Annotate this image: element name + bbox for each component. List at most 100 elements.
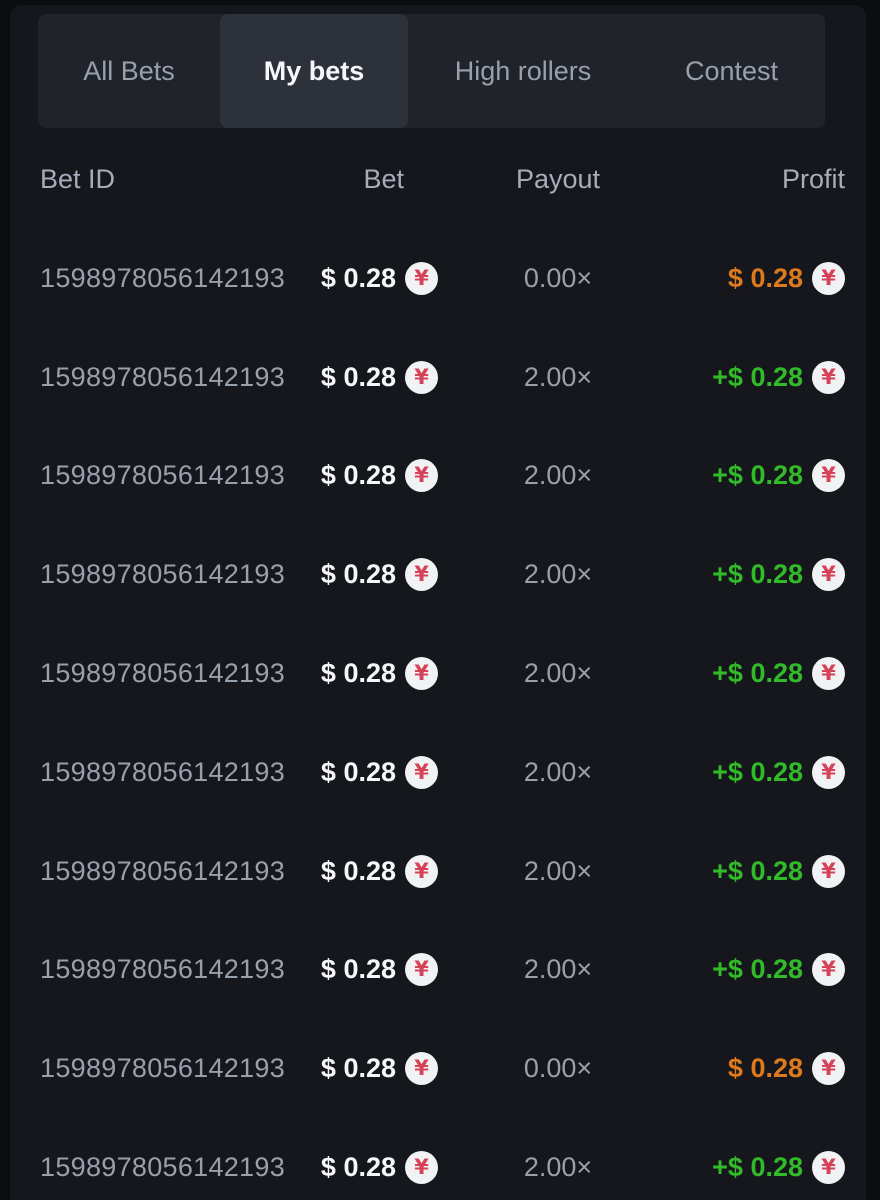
bet-row[interactable]: 1598978056142193 $ 0.28 ¥ 2.00× +$ 0.28 …: [40, 427, 845, 526]
yen-coin-icon: ¥: [405, 360, 438, 394]
bet-row[interactable]: 1598978056142193 $ 0.28 ¥ 2.00× +$ 0.28 …: [40, 921, 845, 1020]
yen-coin-icon: ¥: [812, 261, 845, 295]
bet-amount-value: $ 0.28: [320, 658, 396, 689]
bet-row[interactable]: 1598978056142193 $ 0.28 ¥ 2.00× +$ 0.28 …: [40, 624, 845, 723]
bets-table: Bet ID Bet Payout Profit 159897805614219…: [40, 5, 845, 1200]
yen-symbol: ¥: [821, 759, 836, 784]
payout-cell: 2.00×: [523, 559, 593, 590]
bets-panel: All Bets My bets High rollers Contest Be…: [10, 5, 866, 1200]
yen-symbol: ¥: [821, 265, 836, 290]
yen-symbol: ¥: [821, 1155, 836, 1180]
yen-coin-icon: ¥: [405, 261, 438, 295]
profit-cell: +$ 0.28 ¥: [712, 921, 845, 1020]
payout-cell: 2.00×: [523, 1152, 593, 1183]
bet-row[interactable]: 1598978056142193 $ 0.28 ¥ 2.00× +$ 0.28 …: [40, 822, 845, 921]
bet-id-cell: 1598978056142193: [40, 954, 286, 985]
bet-amount-cell: $ 0.28 ¥: [321, 525, 438, 624]
yen-symbol: ¥: [414, 562, 429, 587]
header-bet-id: Bet ID: [40, 163, 116, 194]
bet-id-cell: 1598978056142193: [40, 460, 286, 491]
tab-high-rollers[interactable]: High rollers: [408, 14, 638, 128]
bet-amount-cell: $ 0.28 ¥: [321, 822, 438, 921]
profit-cell: +$ 0.28 ¥: [712, 624, 845, 723]
yen-symbol: ¥: [414, 265, 429, 290]
bet-amount-cell: $ 0.28 ¥: [321, 328, 438, 427]
table-header-row: Bet ID Bet Payout Profit: [40, 152, 845, 206]
profit-value: +$ 0.28: [712, 460, 803, 491]
bet-amount-value: $ 0.28: [320, 262, 396, 293]
profit-cell: $ 0.28 ¥: [728, 1019, 845, 1118]
yen-coin-icon: ¥: [812, 854, 845, 888]
yen-coin-icon: ¥: [812, 1052, 845, 1086]
profit-cell: +$ 0.28 ¥: [712, 427, 845, 526]
payout-cell: 2.00×: [523, 855, 593, 886]
table-body: 1598978056142193 $ 0.28 ¥ 0.00× $ 0.28 ¥…: [40, 229, 845, 1200]
bet-amount-cell: $ 0.28 ¥: [321, 1118, 438, 1200]
payout-cell: 2.00×: [523, 460, 593, 491]
bet-amount-cell: $ 0.28 ¥: [321, 1019, 438, 1118]
payout-cell: 0.00×: [523, 262, 593, 293]
bet-row[interactable]: 1598978056142193 $ 0.28 ¥ 0.00× $ 0.28 ¥: [40, 229, 845, 328]
yen-coin-icon: ¥: [405, 1151, 438, 1185]
yen-symbol: ¥: [414, 759, 429, 784]
bet-amount-value: $ 0.28: [320, 1152, 396, 1183]
bet-id-cell: 1598978056142193: [40, 855, 286, 886]
header-profit: Profit: [781, 163, 845, 194]
bet-row[interactable]: 1598978056142193 $ 0.28 ¥ 0.00× $ 0.28 ¥: [40, 1019, 845, 1118]
yen-coin-icon: ¥: [405, 657, 438, 691]
bet-row[interactable]: 1598978056142193 $ 0.28 ¥ 2.00× +$ 0.28 …: [40, 328, 845, 427]
bet-amount-value: $ 0.28: [320, 855, 396, 886]
profit-cell: +$ 0.28 ¥: [712, 822, 845, 921]
yen-coin-icon: ¥: [812, 953, 845, 987]
tab-my-bets[interactable]: My bets: [220, 14, 408, 128]
bet-amount-value: $ 0.28: [320, 460, 396, 491]
yen-coin-icon: ¥: [812, 459, 845, 493]
yen-symbol: ¥: [414, 661, 429, 686]
yen-coin-icon: ¥: [405, 755, 438, 789]
yen-symbol: ¥: [414, 858, 429, 883]
bet-amount-cell: $ 0.28 ¥: [321, 921, 438, 1020]
payout-cell: 2.00×: [523, 658, 593, 689]
bet-amount-cell: $ 0.28 ¥: [321, 427, 438, 526]
header-payout: Payout: [515, 163, 601, 194]
profit-cell: +$ 0.28 ¥: [712, 328, 845, 427]
bet-amount-value: $ 0.28: [320, 559, 396, 590]
profit-value: +$ 0.28: [712, 1152, 803, 1183]
bet-id-cell: 1598978056142193: [40, 756, 286, 787]
profit-value: +$ 0.28: [712, 954, 803, 985]
bet-amount-value: $ 0.28: [320, 361, 396, 392]
bet-id-cell: 1598978056142193: [40, 559, 286, 590]
profit-value: +$ 0.28: [712, 756, 803, 787]
payout-cell: 2.00×: [523, 954, 593, 985]
yen-symbol: ¥: [821, 957, 836, 982]
bet-amount-value: $ 0.28: [320, 756, 396, 787]
yen-coin-icon: ¥: [405, 459, 438, 493]
bet-row[interactable]: 1598978056142193 $ 0.28 ¥ 2.00× +$ 0.28 …: [40, 1118, 845, 1200]
bet-row[interactable]: 1598978056142193 $ 0.28 ¥ 2.00× +$ 0.28 …: [40, 723, 845, 822]
profit-cell: +$ 0.28 ¥: [712, 723, 845, 822]
yen-symbol: ¥: [414, 364, 429, 389]
bet-id-cell: 1598978056142193: [40, 1152, 286, 1183]
tab-label: Contest: [684, 55, 779, 86]
profit-value: $ 0.28: [727, 262, 803, 293]
yen-symbol: ¥: [821, 1056, 836, 1081]
profit-value: +$ 0.28: [712, 658, 803, 689]
bet-id-cell: 1598978056142193: [40, 262, 286, 293]
header-bet: Bet: [363, 163, 404, 194]
profit-value: +$ 0.28: [712, 855, 803, 886]
bet-id-cell: 1598978056142193: [40, 361, 286, 392]
tab-label: All Bets: [83, 55, 175, 86]
yen-coin-icon: ¥: [405, 1052, 438, 1086]
tab-label: High rollers: [454, 55, 592, 86]
yen-symbol: ¥: [821, 858, 836, 883]
profit-value: $ 0.28: [727, 1053, 803, 1084]
yen-coin-icon: ¥: [812, 657, 845, 691]
bet-id-cell: 1598978056142193: [40, 1053, 286, 1084]
profit-value: +$ 0.28: [712, 559, 803, 590]
tab-contest[interactable]: Contest: [638, 14, 825, 128]
tab-all-bets[interactable]: All Bets: [38, 14, 220, 128]
yen-symbol: ¥: [414, 463, 429, 488]
bet-row[interactable]: 1598978056142193 $ 0.28 ¥ 2.00× +$ 0.28 …: [40, 525, 845, 624]
tab-label: My bets: [263, 55, 365, 86]
